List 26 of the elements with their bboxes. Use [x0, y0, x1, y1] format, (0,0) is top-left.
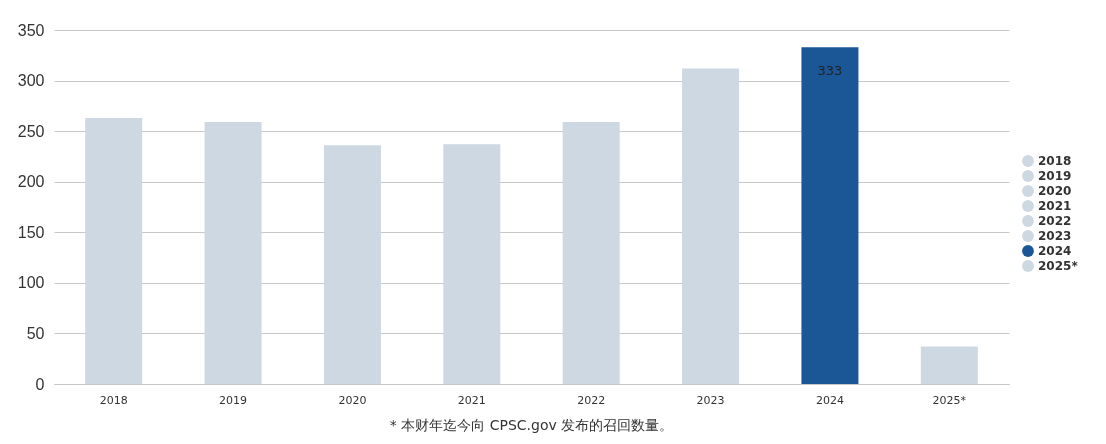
legend-label: 2019 [1038, 169, 1072, 183]
annotation: 333 [817, 63, 843, 79]
legend-label: 2021 [1038, 199, 1072, 213]
x-tick-label: 2019 [219, 393, 248, 407]
y-tick-label: 200 [17, 173, 45, 191]
legend-label: 2023 [1038, 229, 1072, 243]
x-tick-label: 2022 [577, 393, 606, 407]
legend-label: 2025* [1038, 259, 1079, 273]
y-tick-label: 250 [17, 122, 45, 140]
legend-label: 2024 [1038, 244, 1072, 258]
x-tick-label: 2018 [99, 393, 128, 407]
y-tick-label: 300 [17, 72, 45, 90]
x-tick-label: 2025* [932, 393, 967, 407]
text: * 本财年迄今向 CPSC.gov 发布的召回数量。 [389, 417, 674, 433]
x-tick-label: 2020 [338, 393, 367, 407]
x-tick-label: 2023 [696, 393, 725, 407]
legend-label: 2022 [1038, 214, 1072, 228]
x-tick-label: 2021 [457, 393, 486, 407]
y-tick-label: 0 [35, 375, 45, 393]
y-tick-label: 100 [17, 274, 45, 292]
x-tick-label: 2024 [815, 393, 844, 407]
legend-label: 2020 [1038, 184, 1072, 198]
legend-label: 2018 [1038, 154, 1072, 168]
y-tick-label: 350 [17, 21, 45, 39]
y-tick-label: 150 [17, 223, 45, 241]
y-tick-label: 50 [26, 324, 45, 342]
